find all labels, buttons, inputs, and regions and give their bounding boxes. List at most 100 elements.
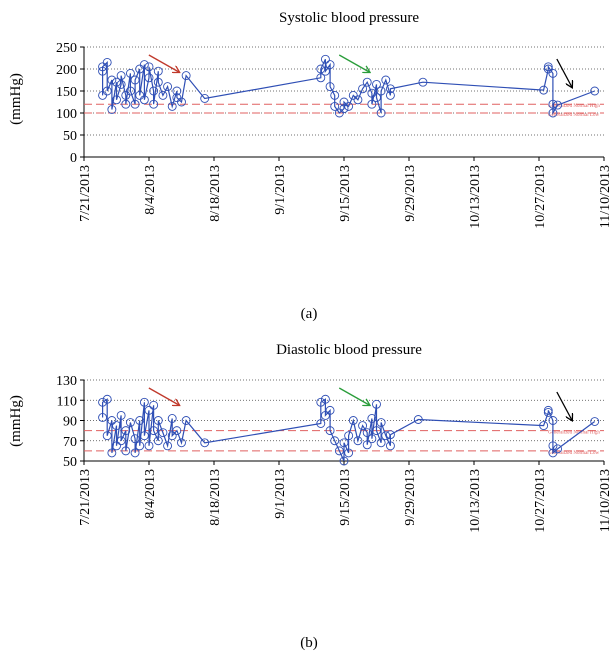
data-point: [135, 416, 145, 425]
data-point: [316, 397, 326, 407]
data-point: [177, 97, 186, 107]
data-point: [158, 428, 168, 438]
data-point: [167, 431, 177, 441]
data-point: [144, 405, 154, 415]
data-point: [367, 414, 377, 423]
x-tick-label: 10/13/2013: [468, 165, 483, 229]
data-point: [102, 431, 112, 441]
data-point: [200, 94, 210, 103]
data-point: [330, 101, 340, 111]
data-point: [116, 71, 126, 81]
data-point: [121, 99, 131, 109]
data-point: [325, 60, 335, 70]
data-point: [107, 416, 117, 425]
y-tick-label: 130: [56, 374, 77, 389]
data-point: [381, 431, 391, 441]
data-point: [112, 421, 121, 431]
x-tick-label: 9/15/2013: [338, 469, 353, 526]
data-point: [144, 441, 154, 451]
chart-panel-diastolic: Diastolic blood pressure (mmHg) (b) 50 70…: [8, 342, 613, 651]
x-tick-label: 8/18/2013: [208, 469, 223, 526]
x-tick-label: 10/13/2013: [468, 469, 483, 533]
data-point: [121, 446, 131, 456]
data-point: [548, 441, 558, 451]
y-axis-label: (mmHg): [8, 73, 24, 125]
x-tick-label: 11/10/2013: [598, 165, 613, 228]
series-line: [101, 398, 596, 462]
data-point: [139, 397, 149, 407]
data-point: [548, 99, 558, 109]
data-point: [362, 77, 372, 87]
data-point: [130, 99, 140, 109]
data-point: [130, 434, 140, 444]
x-tick-label: 7/21/2013: [78, 469, 93, 526]
data-point: [98, 413, 108, 422]
data-point: [385, 441, 395, 451]
data-point: [372, 426, 381, 436]
data-point: [543, 407, 553, 417]
data-point: [163, 441, 173, 451]
data-point: [372, 93, 381, 103]
data-point: [144, 73, 154, 83]
data-point: [98, 397, 108, 407]
data-point: [367, 434, 377, 444]
data-point: [139, 95, 149, 105]
data-point: [367, 99, 377, 109]
data-point: [125, 68, 135, 78]
data-point: [553, 100, 563, 110]
trend-arrow: [338, 54, 369, 72]
data-point: [553, 444, 563, 454]
data-point: [590, 417, 600, 426]
data-point: [181, 416, 191, 425]
data-point: [167, 101, 177, 111]
data-point: [177, 438, 186, 448]
data-point: [153, 77, 163, 87]
data-point: [167, 414, 177, 423]
data-point: [385, 90, 395, 100]
trend-arrow: [556, 391, 572, 420]
y-tick-label: 200: [56, 63, 77, 78]
y-axis-label: (mmHg): [8, 395, 24, 447]
y-tick-label: 250: [56, 41, 77, 56]
data-point: [121, 426, 131, 436]
data-point: [362, 440, 372, 450]
data-point: [102, 57, 112, 67]
data-point: [172, 426, 182, 436]
data-point: [107, 448, 117, 458]
data-point: [102, 394, 112, 404]
reference-line-label: Generalized Normal High: [548, 431, 600, 436]
y-tick-label: 70: [63, 435, 77, 450]
data-point: [98, 66, 108, 76]
data-point: [330, 90, 340, 100]
data-point: [548, 68, 558, 78]
y-tick-label: 100: [56, 107, 77, 122]
data-point: [548, 416, 558, 425]
data-point: [125, 86, 135, 96]
data-point: [344, 101, 354, 111]
reference-line-label: Generalized Normal Low: [548, 451, 599, 456]
data-point: [116, 436, 126, 446]
data-point: [153, 436, 163, 446]
reference-line-label: Generalized Normal High: [548, 104, 600, 109]
trend-arrow: [338, 387, 369, 405]
x-tick-label: 9/15/2013: [338, 165, 353, 222]
data-point: [149, 86, 159, 96]
data-point: [320, 66, 330, 76]
data-point: [418, 77, 428, 87]
x-tick-label: 10/27/2013: [533, 165, 548, 229]
data-point: [200, 438, 210, 448]
data-point: [158, 90, 168, 100]
chart-panel-systolic: Systolic blood pressure (mmHg) (a) 0 50 10…: [8, 10, 613, 322]
data-point: [130, 75, 140, 85]
data-point: [543, 62, 553, 72]
data-point: [372, 79, 381, 89]
data-point: [116, 410, 126, 420]
data-point: [330, 436, 340, 446]
data-point: [339, 438, 349, 448]
data-point: [344, 448, 354, 458]
data-point: [358, 421, 368, 431]
data-point: [139, 60, 149, 70]
data-point: [344, 431, 354, 441]
data-point: [130, 448, 140, 458]
